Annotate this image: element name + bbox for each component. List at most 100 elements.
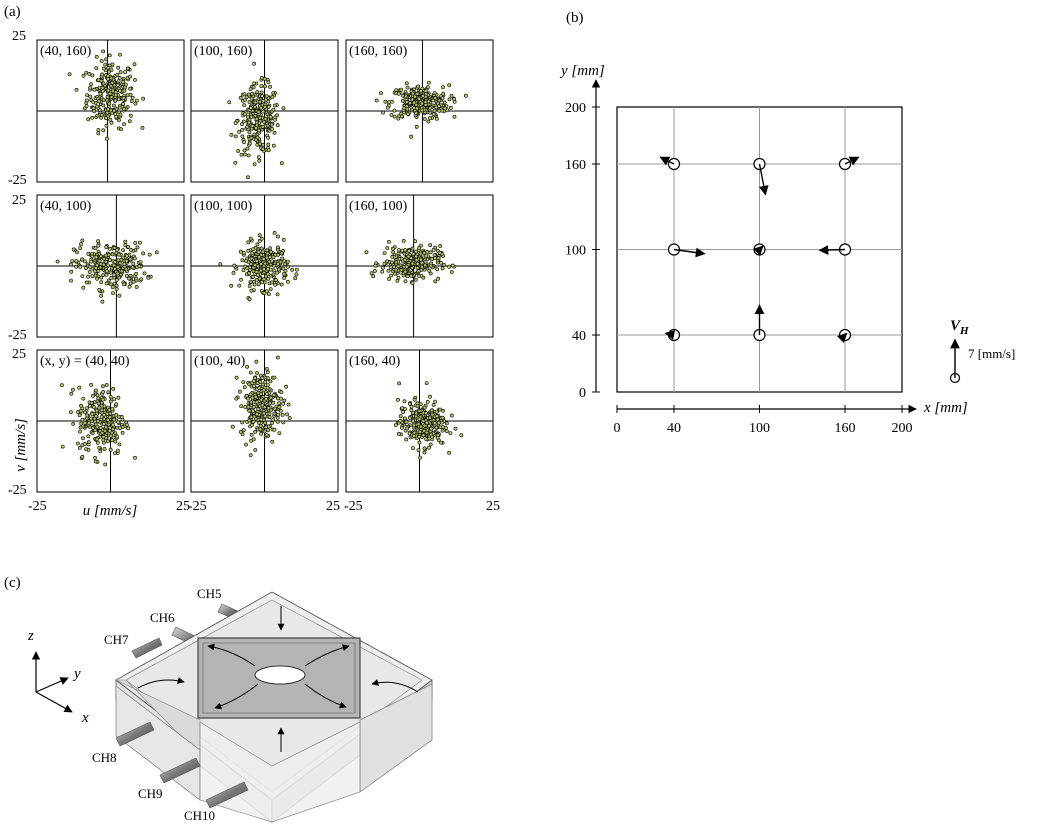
scatter-point: [76, 410, 80, 414]
scatter-point: [263, 420, 268, 425]
scatter-point: [407, 431, 412, 436]
scatter-point: [110, 252, 115, 257]
scatter-point: [74, 88, 79, 92]
scatter-point: [101, 273, 106, 277]
scatter-point: [389, 113, 394, 117]
scatter-point: [241, 380, 246, 385]
scatter-point: [84, 280, 89, 285]
scatter-point: [257, 100, 262, 104]
scatter-point: [270, 421, 274, 425]
scatter-point: [128, 74, 133, 79]
scatter-point: [396, 264, 401, 269]
scatter-point: [101, 384, 105, 389]
scatter-point: [101, 81, 106, 86]
scatter-point: [410, 446, 415, 451]
scatter-point: [138, 260, 143, 265]
scatter-point: [105, 269, 109, 274]
scatter-point: [254, 399, 259, 404]
scatter-point: [109, 95, 114, 100]
scatter-point: [256, 110, 261, 114]
scatter-point: [425, 85, 430, 90]
scatter-point: [101, 89, 105, 94]
scatter-point: [270, 126, 274, 131]
scatter-point: [101, 434, 106, 439]
scatter-point: [241, 428, 246, 433]
scatter-point: [440, 266, 445, 271]
scatter-point: [393, 267, 398, 272]
scatter-point: [122, 88, 127, 93]
scatter-point: [255, 242, 260, 247]
scatter-point: [392, 271, 397, 276]
scatter-point: [93, 273, 98, 278]
scatter-point: [271, 263, 276, 268]
scatter-point: [250, 124, 255, 128]
scatter-point: [453, 426, 458, 431]
scatter-point: [249, 415, 254, 420]
scatter-point: [71, 247, 76, 252]
x-axis-arrow: [35, 691, 73, 713]
x-tick-label: 200: [892, 421, 913, 436]
scatter-point: [113, 98, 118, 103]
subplot-label: (40, 160): [40, 44, 92, 59]
scatter-point: [269, 259, 274, 264]
scatter-point: [257, 255, 262, 260]
scatter-point: [108, 108, 113, 113]
scatter-point: [251, 437, 256, 442]
scatter-point: [97, 287, 102, 292]
legend-vector: [949, 338, 961, 384]
scatter-point: [111, 422, 115, 427]
scatter-point: [416, 84, 421, 89]
scatter-point: [269, 122, 274, 127]
scatter-point: [374, 98, 379, 103]
scatter-point: [76, 441, 80, 446]
scatter-point: [294, 267, 299, 272]
scatter-point: [102, 447, 107, 451]
subplot-points: [230, 355, 292, 458]
scatter-point: [113, 266, 117, 271]
scatter-point: [265, 383, 270, 388]
scatter-point: [86, 442, 91, 447]
tick-top-row1: 25: [12, 29, 26, 44]
scatter-point: [99, 275, 104, 280]
scatter-point: [433, 256, 438, 261]
y-axis-arrow: [35, 677, 69, 693]
scatter-point: [268, 115, 273, 119]
label-ch6: CH6: [150, 610, 175, 625]
scatter-point: [415, 401, 420, 406]
scatter-point: [81, 436, 85, 441]
velocity-vector: [844, 156, 860, 166]
scatter-point: [437, 104, 441, 109]
scatter-point: [273, 252, 278, 257]
scatter-point: [399, 87, 404, 92]
scatter-point: [263, 84, 267, 89]
scatter-point: [287, 416, 292, 420]
scatter-point: [69, 410, 73, 415]
scatter-point: [383, 99, 388, 104]
scatter-point: [424, 430, 429, 435]
tick-bottom-row3: -25: [8, 483, 27, 498]
scatter-point: [268, 255, 273, 259]
scatter-point: [78, 425, 83, 430]
scatter-point: [410, 281, 415, 285]
scatter-point: [258, 268, 263, 273]
scatter-point: [409, 273, 414, 278]
scatter-point: [279, 282, 284, 287]
scatter-point: [265, 392, 270, 397]
scatter-point: [280, 412, 285, 417]
scatter-point: [111, 427, 115, 431]
scatter-point: [431, 112, 436, 117]
scatter-point: [261, 98, 266, 103]
scatter-point: [459, 433, 464, 438]
scatter-point: [271, 417, 276, 422]
scatter-point: [244, 442, 248, 447]
legend-symbol: VH: [950, 318, 969, 337]
scatter-point: [129, 248, 134, 252]
flume-apparatus: CH5 CH6 CH7 CH8 CH9 CH10: [92, 586, 433, 823]
scatter-point: [114, 278, 119, 282]
scatter-point: [414, 111, 419, 115]
y-tick-label: 160: [565, 158, 586, 173]
scatter-point: [84, 70, 89, 75]
scatter-point: [254, 126, 258, 131]
scatter-point: [420, 108, 425, 113]
y-tick-label: 100: [565, 244, 586, 259]
